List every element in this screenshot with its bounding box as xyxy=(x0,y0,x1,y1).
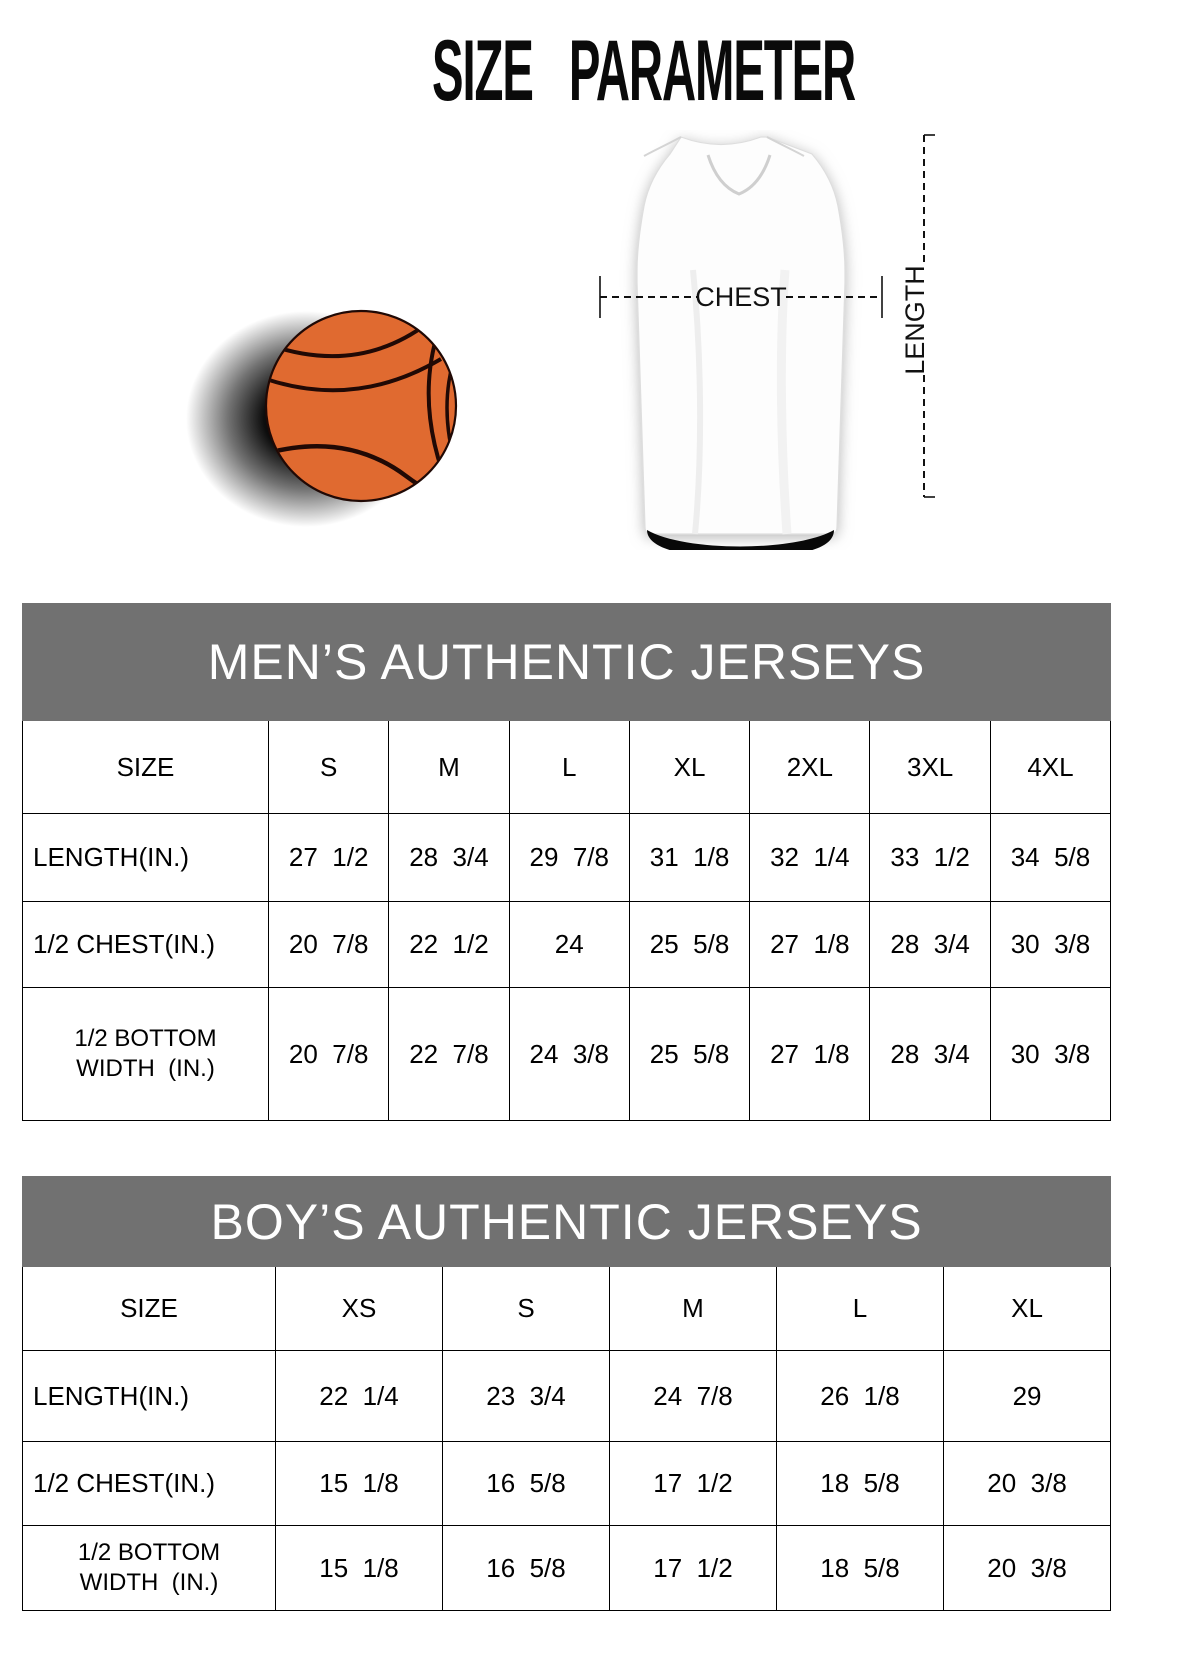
svg-text:CHEST: CHEST xyxy=(695,282,787,312)
svg-text:LENGTH: LENGTH xyxy=(900,265,930,375)
